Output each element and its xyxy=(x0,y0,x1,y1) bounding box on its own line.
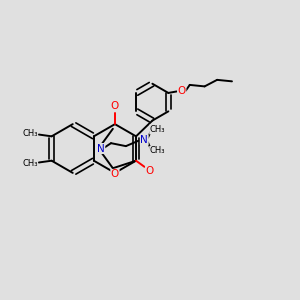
Text: N: N xyxy=(140,135,148,145)
Text: CH₃: CH₃ xyxy=(150,146,165,155)
Text: O: O xyxy=(146,166,154,176)
Text: CH₃: CH₃ xyxy=(150,125,165,134)
Text: N: N xyxy=(97,143,105,154)
Text: O: O xyxy=(111,169,119,179)
Text: CH₃: CH₃ xyxy=(22,129,38,138)
Text: CH₃: CH₃ xyxy=(22,159,38,168)
Text: O: O xyxy=(178,86,186,96)
Text: O: O xyxy=(111,101,119,111)
